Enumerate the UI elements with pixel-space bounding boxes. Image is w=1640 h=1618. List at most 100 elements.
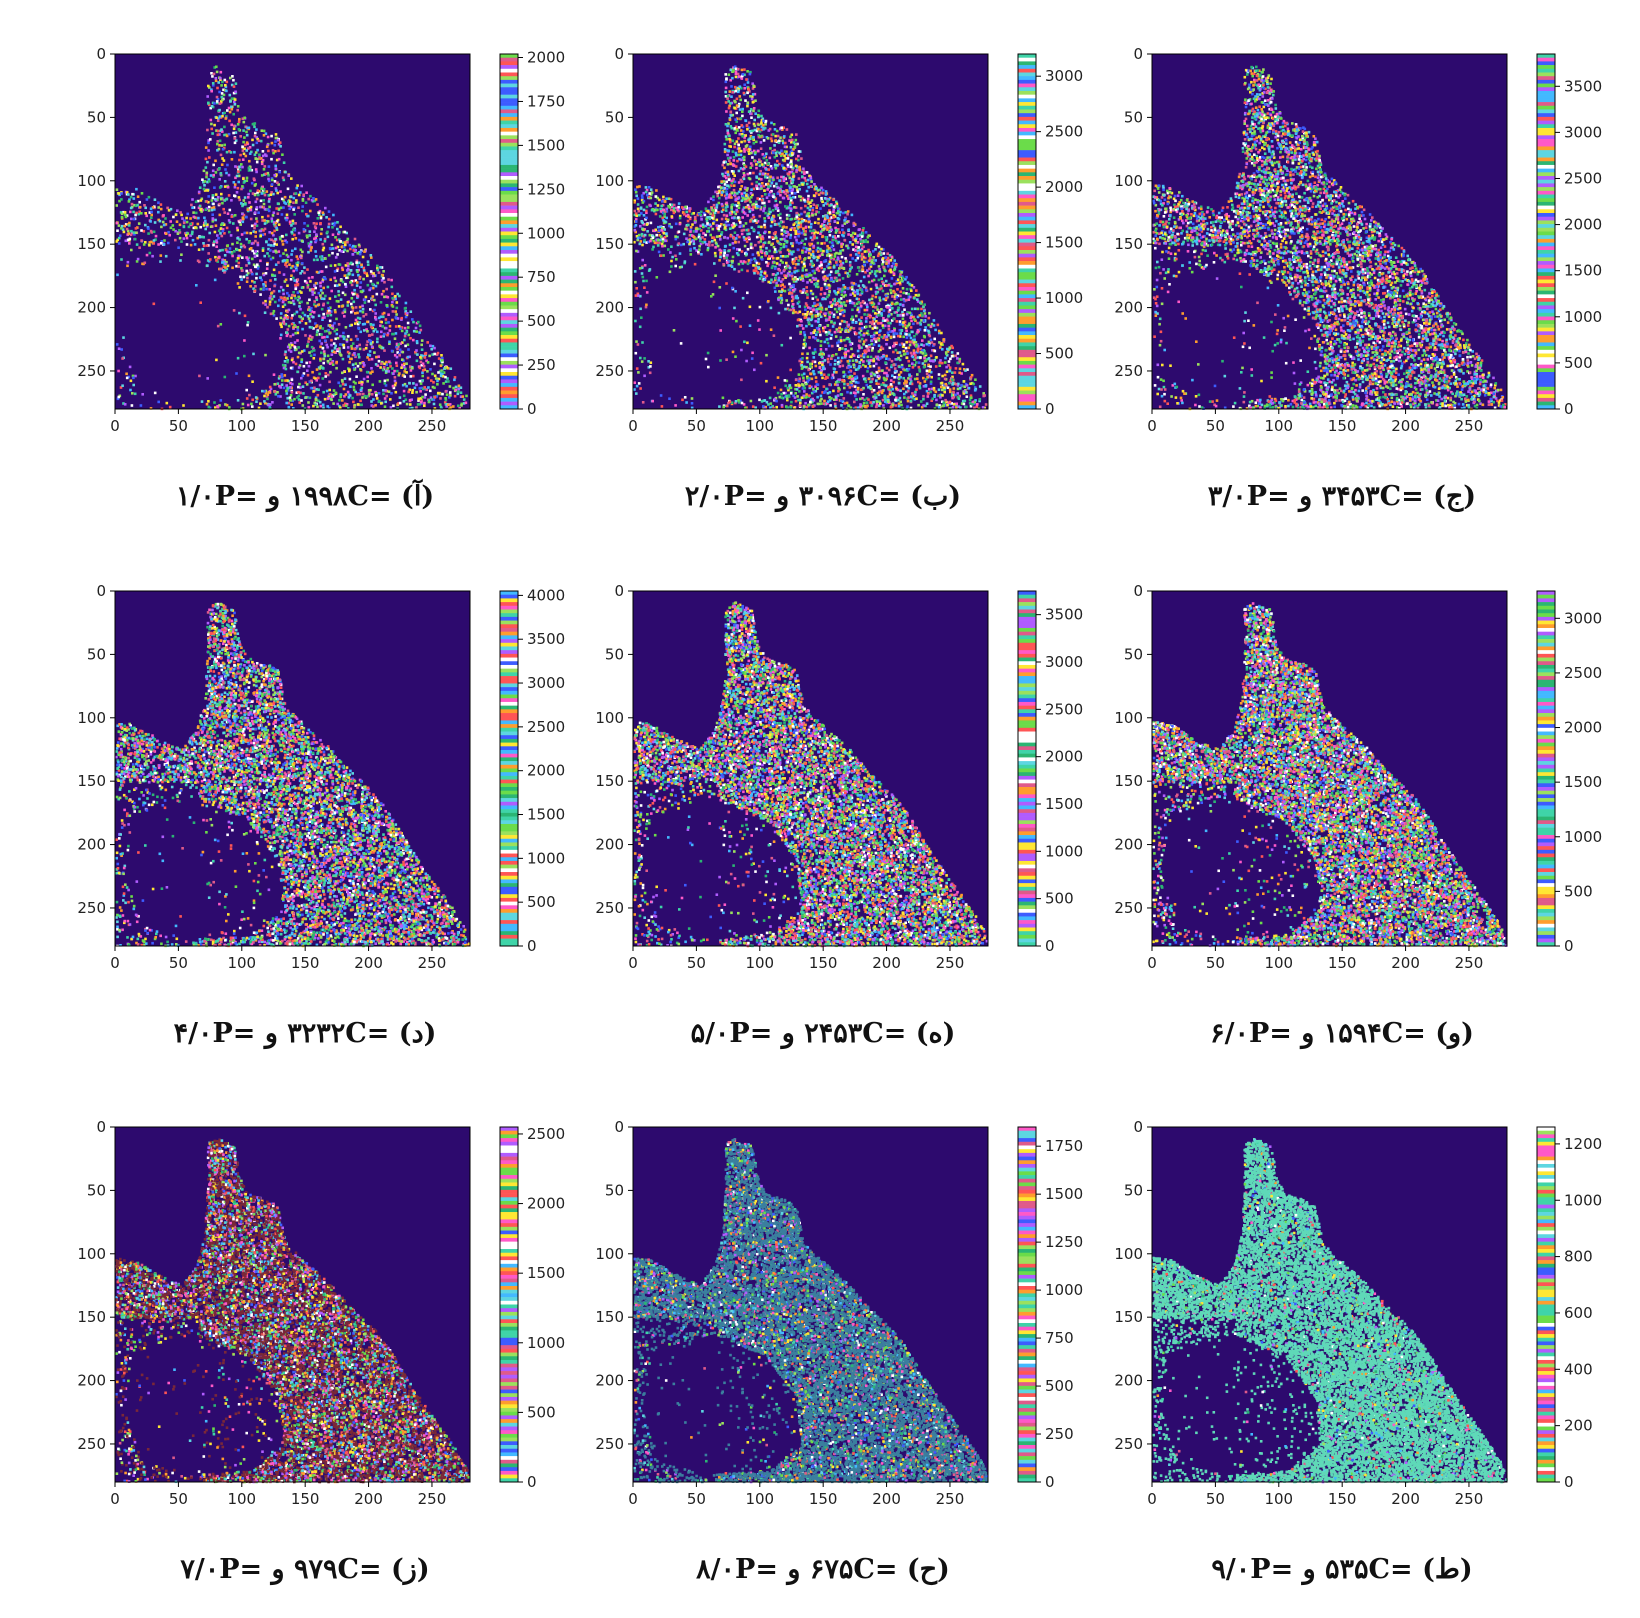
cell bbox=[301, 286, 304, 289]
cell bbox=[449, 394, 452, 397]
cell bbox=[407, 391, 410, 394]
cell bbox=[307, 315, 310, 318]
cell bbox=[120, 192, 123, 195]
cell bbox=[957, 383, 960, 386]
cell bbox=[296, 311, 299, 314]
cell bbox=[350, 324, 353, 327]
colorbar-tick-label: 1500 bbox=[527, 136, 565, 154]
colorbar-stripe bbox=[500, 354, 518, 358]
cell bbox=[830, 337, 833, 340]
cell bbox=[135, 227, 138, 230]
cell bbox=[710, 197, 713, 200]
cell bbox=[126, 377, 129, 380]
cell bbox=[254, 211, 257, 214]
cell bbox=[147, 227, 150, 230]
cell bbox=[333, 322, 336, 325]
cell bbox=[198, 375, 201, 378]
cell bbox=[334, 236, 337, 239]
cell bbox=[407, 322, 410, 325]
cell bbox=[412, 375, 415, 378]
cell bbox=[812, 388, 815, 391]
cell bbox=[117, 370, 120, 373]
colorbar-stripe bbox=[500, 328, 518, 332]
cell bbox=[735, 320, 738, 323]
cell bbox=[284, 317, 287, 320]
cell bbox=[828, 247, 831, 250]
cell bbox=[121, 357, 124, 360]
cell bbox=[269, 303, 272, 306]
cell bbox=[861, 338, 864, 341]
cell bbox=[750, 116, 753, 119]
cell bbox=[333, 277, 336, 280]
cell bbox=[390, 279, 393, 282]
cell bbox=[344, 274, 347, 277]
cell bbox=[262, 283, 265, 286]
cell bbox=[140, 239, 143, 242]
cell bbox=[805, 238, 808, 241]
cell bbox=[777, 279, 780, 282]
cell bbox=[262, 159, 265, 162]
cell bbox=[254, 194, 257, 197]
cell bbox=[671, 256, 674, 259]
cell bbox=[398, 325, 401, 328]
cell bbox=[807, 179, 810, 182]
cell bbox=[892, 262, 895, 265]
cell bbox=[255, 400, 258, 403]
cell bbox=[444, 397, 447, 400]
cell bbox=[138, 222, 141, 225]
cell bbox=[879, 299, 882, 302]
cell bbox=[219, 186, 222, 189]
cell bbox=[328, 389, 331, 392]
cell bbox=[268, 255, 271, 258]
cell bbox=[836, 311, 839, 314]
cell bbox=[382, 316, 385, 319]
cell bbox=[206, 161, 209, 164]
cell bbox=[755, 201, 758, 204]
colorbar-stripe bbox=[500, 187, 518, 191]
cell bbox=[298, 352, 301, 355]
cell bbox=[328, 254, 331, 257]
cell bbox=[394, 295, 397, 298]
cell bbox=[389, 398, 392, 401]
cell bbox=[759, 277, 762, 280]
cell bbox=[130, 230, 133, 233]
cell bbox=[292, 291, 295, 294]
cell bbox=[129, 211, 132, 214]
cell bbox=[300, 301, 303, 304]
cell bbox=[837, 357, 840, 360]
cell bbox=[217, 237, 220, 240]
cell bbox=[247, 193, 250, 196]
cell bbox=[347, 335, 350, 338]
colorbar-stripe bbox=[500, 309, 518, 313]
cell bbox=[162, 214, 165, 217]
cell bbox=[285, 384, 288, 387]
cell bbox=[306, 345, 309, 348]
cell bbox=[395, 362, 398, 365]
cell bbox=[323, 350, 326, 353]
cell bbox=[753, 107, 756, 110]
cell bbox=[282, 206, 285, 209]
cell bbox=[409, 399, 412, 402]
cell bbox=[338, 323, 341, 326]
cell bbox=[255, 157, 258, 160]
cell bbox=[784, 150, 787, 153]
cell bbox=[322, 211, 325, 214]
cell bbox=[225, 117, 228, 120]
cell bbox=[118, 347, 121, 350]
cell bbox=[946, 370, 949, 373]
cell bbox=[433, 403, 436, 406]
cell bbox=[383, 281, 386, 284]
cell bbox=[311, 350, 314, 353]
cell bbox=[899, 303, 902, 306]
cell bbox=[941, 375, 944, 378]
cell bbox=[315, 296, 318, 299]
cell bbox=[279, 255, 282, 258]
cell bbox=[316, 334, 319, 337]
cell bbox=[268, 288, 271, 291]
cell bbox=[396, 370, 399, 373]
cell bbox=[835, 335, 838, 338]
cell bbox=[267, 393, 270, 396]
cell bbox=[224, 376, 227, 379]
cell bbox=[341, 379, 344, 382]
cell bbox=[221, 92, 224, 95]
